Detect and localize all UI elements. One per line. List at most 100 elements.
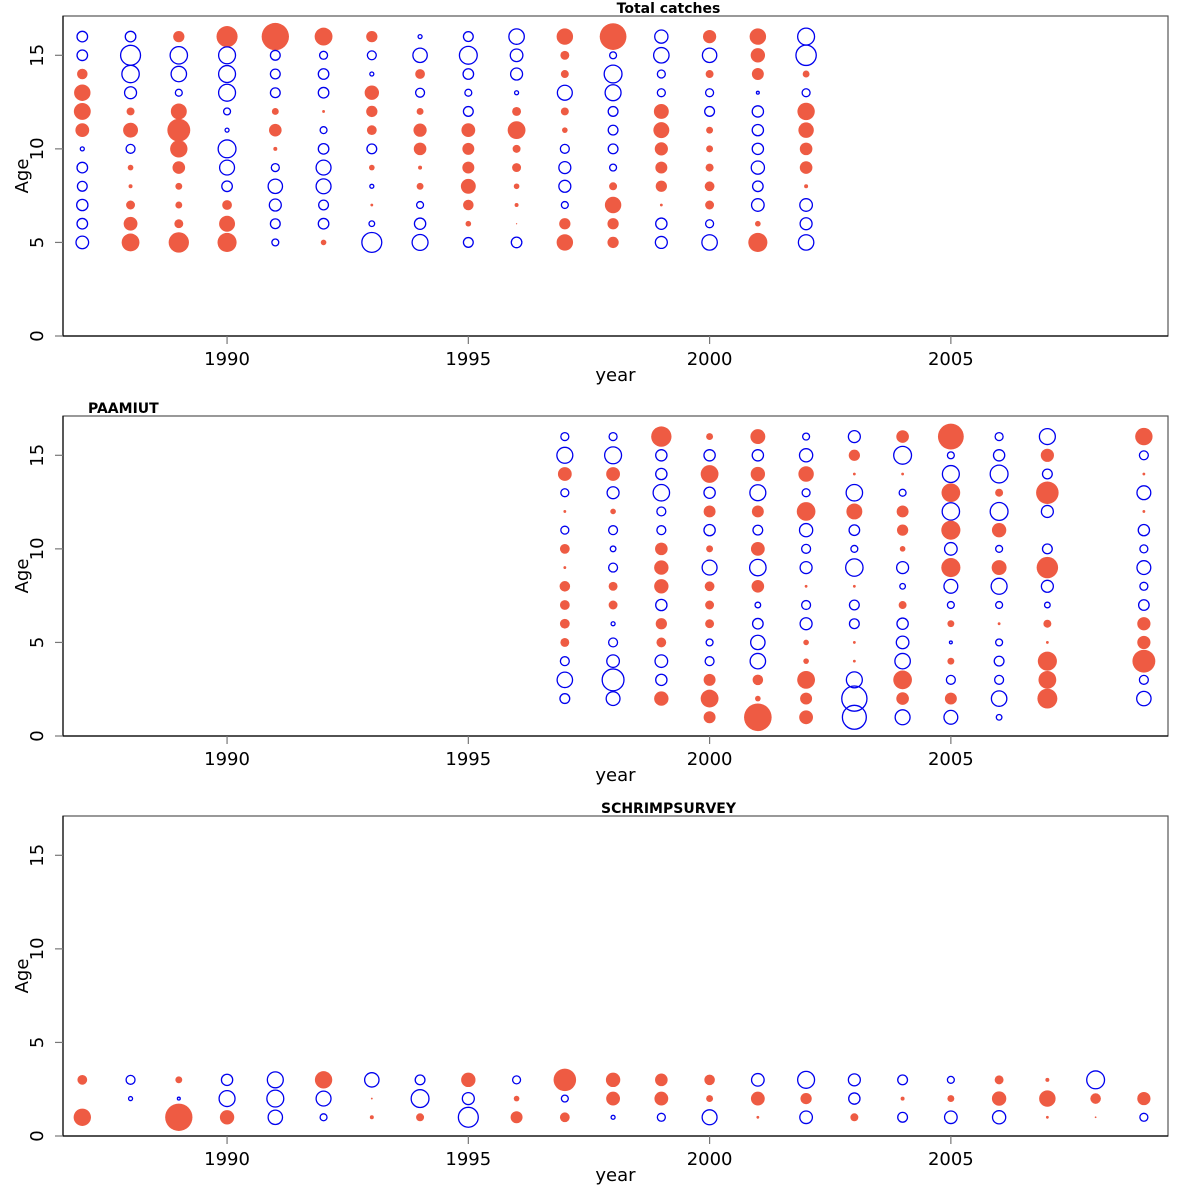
- bubble-positive: [560, 525, 570, 535]
- bubble-positive: [317, 142, 330, 155]
- bubble-positive: [318, 50, 329, 60]
- bubble-positive: [604, 84, 622, 102]
- bubble-negative: [77, 68, 88, 80]
- bubble-negative: [370, 1097, 373, 1100]
- bubble-negative: [1094, 1116, 1097, 1119]
- bubble-positive: [995, 638, 1004, 647]
- x-tick-label: 1990: [204, 1149, 250, 1170]
- bubble-positive: [266, 1089, 285, 1108]
- bubble-negative: [798, 122, 814, 138]
- bubble-positive: [267, 1109, 284, 1126]
- bubble-positive: [656, 506, 667, 517]
- bubble-positive: [609, 545, 617, 553]
- bubble-negative: [413, 142, 427, 156]
- bubble-negative: [751, 505, 764, 518]
- bubble-negative: [418, 165, 423, 170]
- bubble-positive: [895, 560, 910, 575]
- bubble-positive: [366, 50, 377, 61]
- bubble-negative: [995, 488, 1004, 497]
- bubble-negative: [507, 121, 526, 140]
- bubble-negative: [604, 196, 622, 214]
- bubble-positive: [121, 64, 140, 84]
- bubble-negative: [994, 1075, 1004, 1085]
- bubble-positive: [1136, 560, 1152, 576]
- bubble-negative: [461, 123, 476, 138]
- bubble-negative: [513, 1095, 520, 1102]
- bubble-positive: [1138, 674, 1149, 685]
- bubble-positive: [556, 84, 573, 101]
- bubble-positive: [123, 86, 138, 100]
- bubble-positive: [899, 582, 907, 590]
- bubble-positive: [704, 105, 716, 117]
- bubble-positive: [897, 1111, 909, 1123]
- bubble-positive: [417, 33, 423, 40]
- bubble-negative: [706, 545, 714, 553]
- bubble-positive: [560, 1094, 569, 1103]
- bubble-positive: [1139, 544, 1149, 554]
- bubble-positive: [656, 88, 666, 98]
- bubble-positive: [848, 618, 860, 630]
- bubble-positive: [369, 71, 375, 77]
- bubble-negative: [320, 239, 327, 246]
- bubble-positive: [606, 486, 620, 500]
- bubble-negative: [991, 560, 1007, 576]
- bubble-negative: [704, 1074, 715, 1086]
- bubble-positive: [655, 449, 668, 462]
- y-tick-label: 15: [27, 44, 48, 67]
- bubble-positive: [510, 236, 523, 249]
- bubble-positive: [607, 637, 619, 648]
- bubble-positive: [1136, 690, 1152, 707]
- bubble-positive: [750, 634, 766, 651]
- bubble-negative: [73, 1108, 91, 1126]
- bubble-negative: [557, 467, 572, 481]
- bubble-negative: [556, 28, 574, 45]
- bubble-negative: [1045, 641, 1049, 644]
- bubble-negative: [128, 184, 133, 189]
- bubble-positive: [125, 143, 136, 154]
- bubble-positive: [1041, 543, 1053, 555]
- bubble-positive: [841, 685, 868, 712]
- bubble-positive: [607, 124, 619, 136]
- bubble-positive: [170, 65, 188, 83]
- bubble-positive: [315, 159, 332, 176]
- x-tick-label: 2000: [687, 349, 733, 370]
- x-tick-label: 2005: [928, 1149, 974, 1170]
- bubble-negative: [703, 505, 716, 518]
- bubble-positive: [946, 451, 955, 460]
- bubble-negative: [706, 433, 714, 441]
- bubble-positive: [414, 87, 426, 98]
- bubble-positive: [946, 600, 955, 610]
- bubble-negative: [852, 641, 856, 644]
- bubble-positive: [652, 483, 671, 502]
- bubble-positive: [845, 558, 864, 577]
- bubble-positive: [993, 655, 1005, 667]
- bubble-negative: [655, 161, 668, 174]
- bubble-positive: [896, 617, 909, 631]
- bubble-negative: [705, 163, 714, 172]
- bubble-positive: [703, 486, 716, 500]
- bubble-positive: [462, 68, 475, 80]
- panel-schrimpsurvey: SCHRIMPSURVEY 1990 1995 2000 2005 0 5 10 15 year A…: [12, 801, 1169, 1186]
- bubble-positive: [266, 1071, 284, 1089]
- bubble-positive: [796, 27, 816, 46]
- bubble-positive: [412, 47, 428, 64]
- bubble-positive: [462, 105, 474, 117]
- bubble-negative: [560, 50, 570, 60]
- bubble-negative: [700, 689, 719, 708]
- bubble-positive: [1041, 468, 1053, 480]
- bubble-positive: [943, 1110, 958, 1125]
- bubble-positive: [894, 709, 911, 726]
- bubble-positive: [946, 1075, 955, 1084]
- bubble-positive: [654, 654, 669, 669]
- bubble-negative: [651, 426, 672, 447]
- bubble-positive: [994, 674, 1005, 685]
- bubble-positive: [608, 51, 618, 60]
- bubble-negative: [799, 142, 813, 156]
- bubble-positive: [457, 1106, 479, 1128]
- bubble-negative: [755, 220, 761, 227]
- bubble-negative: [1137, 617, 1151, 631]
- bubble-positive: [558, 160, 572, 175]
- bubble-positive: [458, 45, 478, 65]
- chart-title: Total catches: [617, 1, 721, 17]
- bubble-negative: [896, 524, 909, 536]
